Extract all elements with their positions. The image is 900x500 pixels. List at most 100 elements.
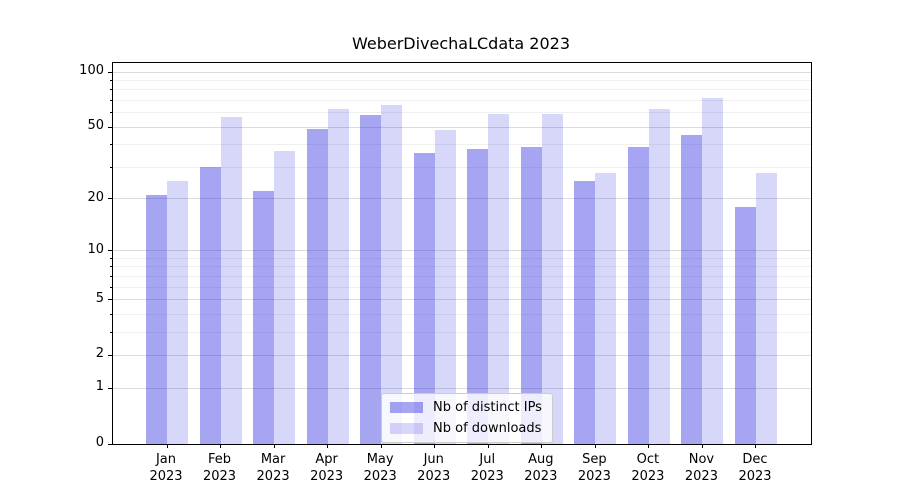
gridline-major [113,250,811,252]
y-tick-label: 10 [87,241,104,257]
y-tick-label: 5 [95,290,104,306]
legend-swatch-downloads [390,423,423,434]
legend-label-distinct-ips: Nb of distinct IPs [433,400,542,415]
y-tick [108,198,113,200]
bar-distinct-ips [467,148,489,444]
gridline-minor [113,79,811,81]
y-tick [108,126,113,128]
bar-distinct-ips [574,181,596,444]
bar-distinct-ips [681,135,703,444]
legend-item-distinct-ips: Nb of distinct IPs [390,400,542,415]
x-tick-label: Sep 2023 [577,452,611,484]
gridline-minor [113,313,811,315]
legend-item-downloads: Nb of downloads [390,421,542,436]
bar-downloads [648,108,670,444]
chart-title: WeberDivechaLCdata 2023 [351,34,571,53]
x-tick-label: Dec 2023 [738,452,772,484]
x-tick [327,444,329,448]
y-tick [108,387,113,389]
bar-distinct-ips [146,194,167,444]
x-tick-label: Oct 2023 [631,452,665,484]
gridline-minor [113,257,811,259]
gridline-major [113,198,811,200]
bar-downloads [381,105,403,444]
y-minor-tick [110,112,113,114]
x-tick [701,444,703,448]
x-tick-label: Mar 2023 [256,452,290,484]
y-minor-tick [110,286,113,288]
bar-distinct-ips [199,167,221,444]
gridline-minor [113,89,811,91]
y-tick [108,354,113,356]
gridline-major [113,126,811,128]
y-tick-label: 2 [95,346,104,362]
x-tick-label: Apr 2023 [310,452,344,484]
gridline-major [113,71,811,73]
gridline-minor [113,99,811,101]
legend-swatch-distinct-ips [390,402,423,413]
x-tick [648,444,650,448]
x-tick-label: Jul 2023 [470,452,504,484]
bar-distinct-ips [627,146,649,444]
y-tick-label: 1 [95,379,104,395]
bar-downloads [220,116,242,444]
legend-label-downloads: Nb of downloads [433,421,542,436]
bar-distinct-ips [306,128,328,444]
y-minor-tick [110,275,113,277]
x-tick-label: Aug 2023 [524,452,558,484]
x-tick [166,444,168,448]
gridline-minor [113,166,811,168]
y-tick [108,71,113,73]
y-minor-tick [110,257,113,259]
x-tick [755,444,757,448]
y-minor-tick [110,266,113,268]
x-tick [220,444,222,448]
x-tick [594,444,596,448]
bar-distinct-ips [734,206,756,444]
bar-downloads [488,113,510,444]
y-tick-label: 100 [79,63,104,78]
bar-distinct-ips [360,115,382,444]
x-tick-label: Feb 2023 [202,452,237,484]
bar-downloads [327,108,349,444]
x-tick-label: May 2023 [363,452,397,484]
gridline-major [113,299,811,301]
legend: Nb of distinct IPs Nb of downloads [381,393,553,443]
bar-distinct-ips [253,191,275,444]
bar-downloads [595,172,617,444]
x-tick-label: Jun 2023 [417,452,451,484]
y-tick [108,443,113,445]
gridline-major [113,354,811,356]
y-minor-tick [110,79,113,81]
x-tick-label: Jan 2023 [149,452,183,484]
y-minor-tick [110,89,113,91]
x-tick [273,444,275,448]
bar-distinct-ips [413,152,435,444]
gridline-minor [113,275,811,277]
y-minor-tick [110,166,113,168]
bar-downloads [541,113,563,444]
bar-downloads [167,181,188,444]
y-minor-tick [110,313,113,315]
bar-downloads [702,98,724,444]
gridline-minor [113,144,811,146]
bar-downloads [434,130,456,444]
y-tick [108,250,113,252]
y-minor-tick [110,331,113,333]
x-tick-label: Nov 2023 [684,452,718,484]
y-tick-label: 0 [95,435,104,450]
x-tick [487,444,489,448]
plot-area: Nb of distinct IPs Nb of downloads [108,62,812,448]
gridline-minor [113,331,811,333]
bar-downloads [755,172,777,444]
x-tick [434,444,436,448]
x-tick [541,444,543,448]
gridline-minor [113,266,811,268]
gridline-minor [113,286,811,288]
y-tick-label: 20 [87,189,104,205]
y-tick [108,299,113,301]
gridline-minor [113,112,811,114]
bar-distinct-ips [520,146,542,444]
y-minor-tick [110,144,113,146]
